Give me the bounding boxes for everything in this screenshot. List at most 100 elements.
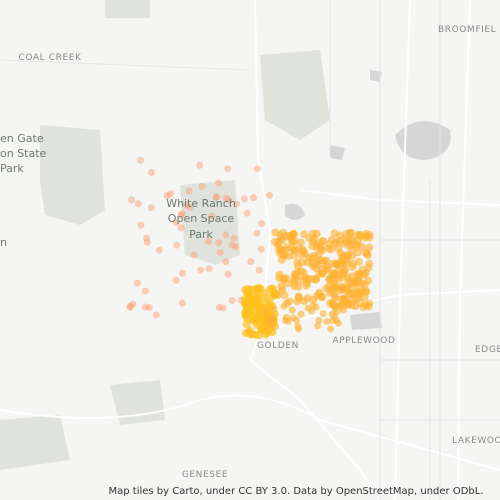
point [253, 320, 262, 329]
point [204, 237, 212, 245]
point [137, 156, 145, 164]
point [126, 302, 134, 310]
point [324, 244, 333, 253]
point [143, 238, 151, 246]
point [302, 281, 311, 290]
point [350, 281, 359, 290]
point [178, 210, 186, 218]
point [252, 285, 261, 294]
point [293, 316, 301, 324]
point [289, 246, 298, 255]
point [253, 229, 261, 237]
point [277, 282, 286, 291]
lakes [285, 70, 451, 330]
point [297, 267, 306, 276]
point [290, 275, 299, 284]
point [335, 231, 344, 240]
point [172, 276, 180, 284]
point [143, 234, 151, 242]
point [230, 234, 238, 242]
point [329, 259, 338, 268]
place-label: APPLEWOOD [332, 336, 395, 346]
point [257, 245, 265, 253]
point [261, 293, 270, 302]
point [222, 258, 230, 266]
point [241, 285, 250, 294]
point [215, 179, 223, 187]
point [224, 270, 232, 278]
point [294, 325, 302, 333]
point [330, 292, 339, 301]
point [186, 203, 194, 211]
point [334, 319, 342, 327]
point [249, 194, 257, 202]
park-label: Park [189, 228, 213, 241]
point [328, 316, 336, 324]
point [281, 274, 290, 283]
park-label: Park [0, 162, 24, 175]
point [183, 201, 191, 209]
park-label: on State [0, 147, 47, 160]
point [147, 204, 155, 212]
point [228, 296, 236, 304]
point [133, 279, 141, 287]
point [173, 241, 181, 249]
point [363, 251, 372, 260]
point [190, 251, 198, 259]
point [148, 168, 156, 176]
point [212, 193, 220, 201]
point [134, 200, 142, 208]
point [253, 165, 261, 173]
point [314, 322, 322, 330]
point [348, 263, 357, 272]
point [205, 265, 213, 273]
point [330, 270, 339, 279]
place-label: GOLDEN [257, 341, 299, 351]
point [264, 322, 272, 330]
park-label: n [0, 236, 7, 249]
point [337, 302, 345, 310]
point [177, 211, 185, 219]
point [243, 301, 252, 310]
point [322, 284, 331, 293]
point [328, 310, 336, 318]
point [325, 274, 334, 283]
point [302, 275, 311, 284]
point [129, 300, 137, 308]
point [198, 182, 206, 190]
point [290, 236, 299, 245]
point [353, 231, 362, 240]
point [295, 294, 304, 303]
point [219, 304, 227, 312]
point [212, 193, 220, 201]
point [360, 293, 369, 302]
point [318, 268, 327, 277]
point [196, 161, 204, 169]
point [288, 306, 296, 314]
point [353, 240, 362, 249]
point [222, 231, 230, 239]
point [270, 305, 278, 313]
point [163, 192, 171, 200]
point [243, 209, 251, 217]
point [270, 314, 278, 322]
point [172, 219, 180, 227]
point [298, 258, 307, 267]
point [141, 303, 149, 311]
point [359, 302, 368, 311]
point [280, 291, 289, 300]
point [152, 311, 160, 319]
point [346, 228, 355, 237]
point [323, 318, 331, 326]
point [208, 212, 216, 220]
point [142, 287, 150, 295]
point [255, 266, 263, 274]
point [262, 306, 270, 314]
point [224, 165, 232, 173]
place-label: BROOMFIEL [438, 25, 496, 35]
point [272, 322, 280, 330]
point [331, 304, 339, 312]
point [258, 219, 266, 227]
